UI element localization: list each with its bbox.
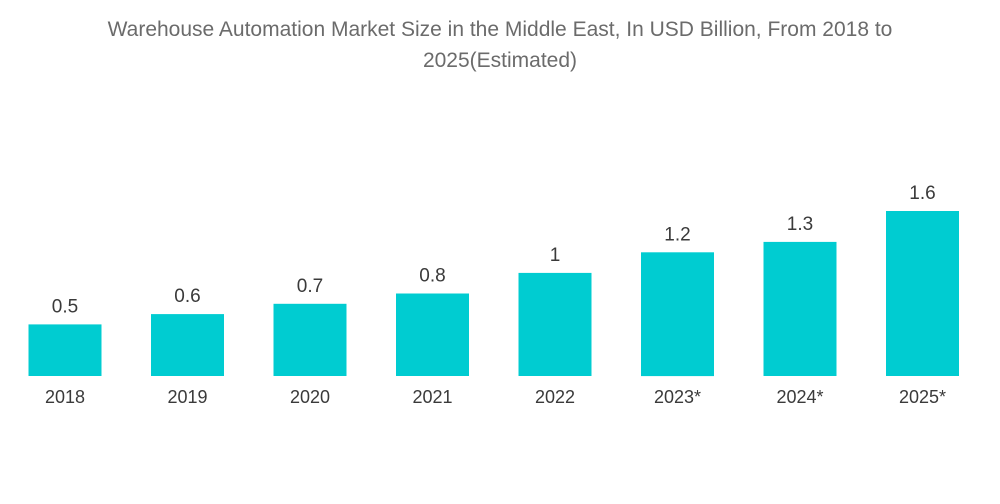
bar-2018 (28, 324, 102, 376)
data-label-2023-est: 1.2 (664, 224, 690, 245)
x-tick-label-2023-est: 2023* (654, 387, 701, 407)
bar-2020 (273, 303, 347, 376)
bar-2023-est (641, 252, 714, 377)
data-label-2024-est: 1.3 (787, 214, 813, 235)
x-tick-label-2022: 2022 (535, 387, 575, 407)
bar-2019 (151, 314, 224, 376)
data-label-2025-est: 1.6 (909, 183, 935, 204)
x-tick-label-2018: 2018 (45, 387, 85, 407)
bar-2024-est (763, 241, 837, 376)
x-tick-label-2020: 2020 (290, 387, 330, 407)
data-label-2022: 1 (550, 245, 561, 266)
bar-2021 (396, 293, 469, 376)
x-tick-label-2019: 2019 (167, 387, 207, 407)
data-label-2021: 0.8 (419, 266, 445, 287)
data-label-2019: 0.6 (174, 286, 200, 307)
x-tick-label-2021: 2021 (412, 387, 452, 407)
data-label-2020: 0.7 (297, 276, 323, 297)
data-label-2018: 0.5 (52, 296, 78, 317)
bar-2025-est (886, 211, 959, 376)
bar-2022 (518, 272, 592, 376)
chart-title: Warehouse Automation Market Size in the … (107, 18, 893, 72)
x-tick-label-2024-est: 2024* (776, 387, 823, 407)
x-tick-label-2025-est: 2025* (899, 387, 946, 407)
